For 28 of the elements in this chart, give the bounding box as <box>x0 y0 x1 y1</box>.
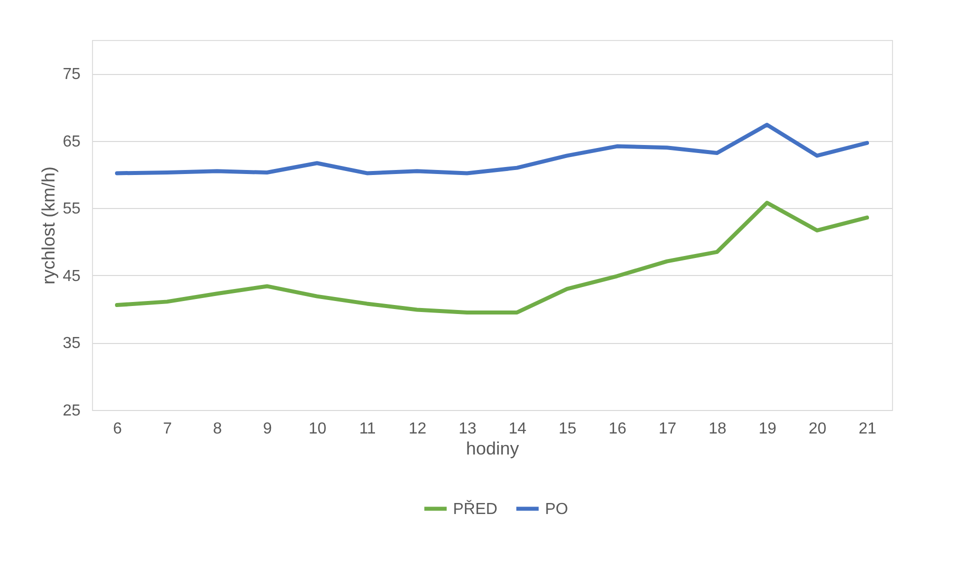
y-tick-label: 25 <box>62 402 81 420</box>
y-tick-label: 45 <box>62 268 81 285</box>
x-tick-label: 8 <box>213 420 222 438</box>
x-tick-label: 12 <box>408 420 426 438</box>
x-tick-label: 10 <box>308 420 326 438</box>
x-tick-label: 16 <box>608 420 626 438</box>
y-axis-title: rychlost (km/h) <box>38 166 59 285</box>
x-axis-title: hodiny <box>466 438 520 458</box>
x-tick-label: 13 <box>458 420 476 438</box>
y-tick-label: 75 <box>62 66 81 84</box>
x-tick-label: 6 <box>113 420 122 438</box>
x-tick-label: 11 <box>359 420 376 438</box>
x-tick-label: 7 <box>163 420 172 438</box>
x-tick-label: 19 <box>758 420 776 438</box>
x-tick-label: 18 <box>708 420 726 438</box>
line-series <box>115 200 869 314</box>
x-tick-label: 9 <box>263 420 272 438</box>
x-tick-label: 21 <box>858 420 876 438</box>
line-series <box>115 122 869 176</box>
x-tick-label: 14 <box>508 420 526 438</box>
legend-label: PŘED <box>453 500 498 518</box>
x-tick-label: 17 <box>658 420 676 438</box>
legend-label: PO <box>545 500 568 518</box>
y-tick-label: 65 <box>62 133 81 150</box>
y-tick-label: 35 <box>62 335 81 352</box>
x-tick-label: 15 <box>558 420 576 438</box>
x-tick-label: 20 <box>808 420 826 438</box>
y-tick-label: 55 <box>62 200 81 218</box>
